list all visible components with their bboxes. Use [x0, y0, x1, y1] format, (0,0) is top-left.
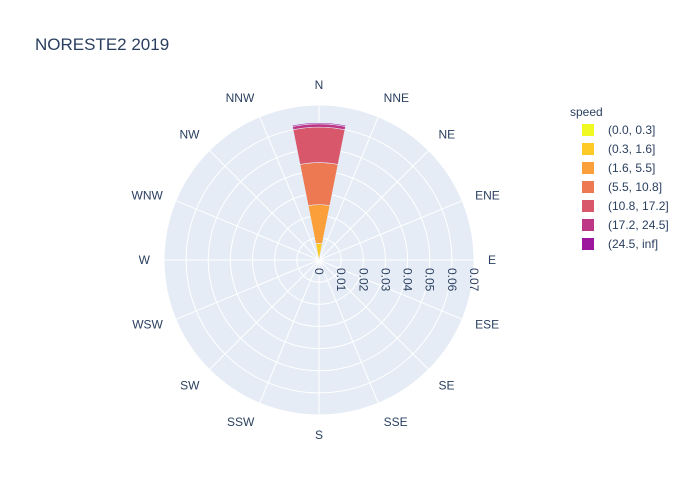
- legend-label: (24.5, inf]: [608, 237, 658, 251]
- angular-gridline: [259, 116, 320, 261]
- angular-gridline: [318, 259, 463, 320]
- legend-item[interactable]: (10.8, 17.2]: [582, 199, 669, 213]
- legend-swatch: [582, 143, 594, 155]
- angular-gridline: [318, 200, 463, 261]
- radial-tick-label: 0.06: [445, 268, 459, 292]
- radial-tick-label: 0.02: [356, 268, 370, 292]
- angular-gridline: [175, 200, 320, 261]
- direction-label-sse: SSE: [384, 415, 408, 429]
- direction-label-sw: SW: [180, 379, 200, 393]
- legend-label: (17.2, 24.5]: [608, 218, 669, 232]
- legend-swatch: [582, 181, 594, 193]
- direction-label-nne: NNE: [384, 91, 409, 105]
- chart-title: NORESTE2 2019: [35, 35, 169, 54]
- legend-label: (10.8, 17.2]: [608, 199, 669, 213]
- legend-swatch: [582, 219, 594, 231]
- direction-label-wsw: WSW: [132, 318, 163, 332]
- angular-gridline: [209, 259, 320, 370]
- direction-label-nw: NW: [179, 127, 200, 141]
- radial-tick-label: 0.05: [423, 268, 437, 292]
- legend-swatch: [582, 124, 594, 136]
- legend-label: (1.6, 5.5]: [608, 161, 655, 175]
- angular-gridline: [175, 259, 320, 320]
- legend-item[interactable]: (1.6, 5.5]: [582, 161, 655, 175]
- angular-gridline: [318, 259, 379, 404]
- radial-tick-label: 0.07: [467, 268, 481, 292]
- legend-swatch: [582, 162, 594, 174]
- direction-label-ese: ESE: [475, 318, 499, 332]
- direction-label-w: W: [139, 253, 151, 267]
- legend-item[interactable]: (0.0, 0.3]: [582, 123, 655, 137]
- direction-label-s: S: [315, 428, 323, 442]
- legend-item[interactable]: (17.2, 24.5]: [582, 218, 669, 232]
- radial-tick-label: 0: [312, 268, 326, 275]
- legend-label: (5.5, 10.8]: [608, 180, 662, 194]
- legend-title: speed: [570, 105, 603, 119]
- direction-label-wnw: WNW: [132, 188, 164, 202]
- direction-label-ene: ENE: [475, 188, 500, 202]
- angular-gridline: [259, 259, 320, 404]
- direction-label-e: E: [488, 253, 496, 267]
- direction-label-ssw: SSW: [227, 415, 255, 429]
- legend-swatch: [582, 200, 594, 212]
- angular-gridline: [318, 116, 379, 261]
- direction-label-se: SE: [439, 379, 455, 393]
- radial-tick-label: 0.01: [334, 268, 348, 292]
- legend-label: (0.3, 1.6]: [608, 142, 655, 156]
- angular-gridline: [318, 259, 429, 370]
- bar-n-series-4[interactable]: [292, 126, 346, 165]
- legend-swatch: [582, 238, 594, 250]
- direction-label-n: N: [315, 78, 324, 92]
- polar-plot: N NNE NE ENE E ESE SE SSE S SSW SW WSW W WNW NW NNW 0 0.0…: [132, 78, 500, 442]
- bar-n-series-6[interactable]: [291, 122, 347, 127]
- radial-tick-label: 0.03: [378, 268, 392, 292]
- direction-label-nnw: NNW: [226, 91, 255, 105]
- legend-item[interactable]: (0.3, 1.6]: [582, 142, 655, 156]
- angular-gridline: [209, 150, 320, 261]
- radial-tick-label: 0.04: [401, 268, 415, 292]
- direction-label-ne: NE: [439, 127, 456, 141]
- legend-item[interactable]: (24.5, inf]: [582, 237, 658, 251]
- legend[interactable]: speed (0.0, 0.3] (0.3, 1.6] (1.6, 5.5] (5.5,…: [570, 105, 669, 251]
- angular-gridline: [318, 150, 429, 261]
- legend-label: (0.0, 0.3]: [608, 123, 655, 137]
- legend-item[interactable]: (5.5, 10.8]: [582, 180, 662, 194]
